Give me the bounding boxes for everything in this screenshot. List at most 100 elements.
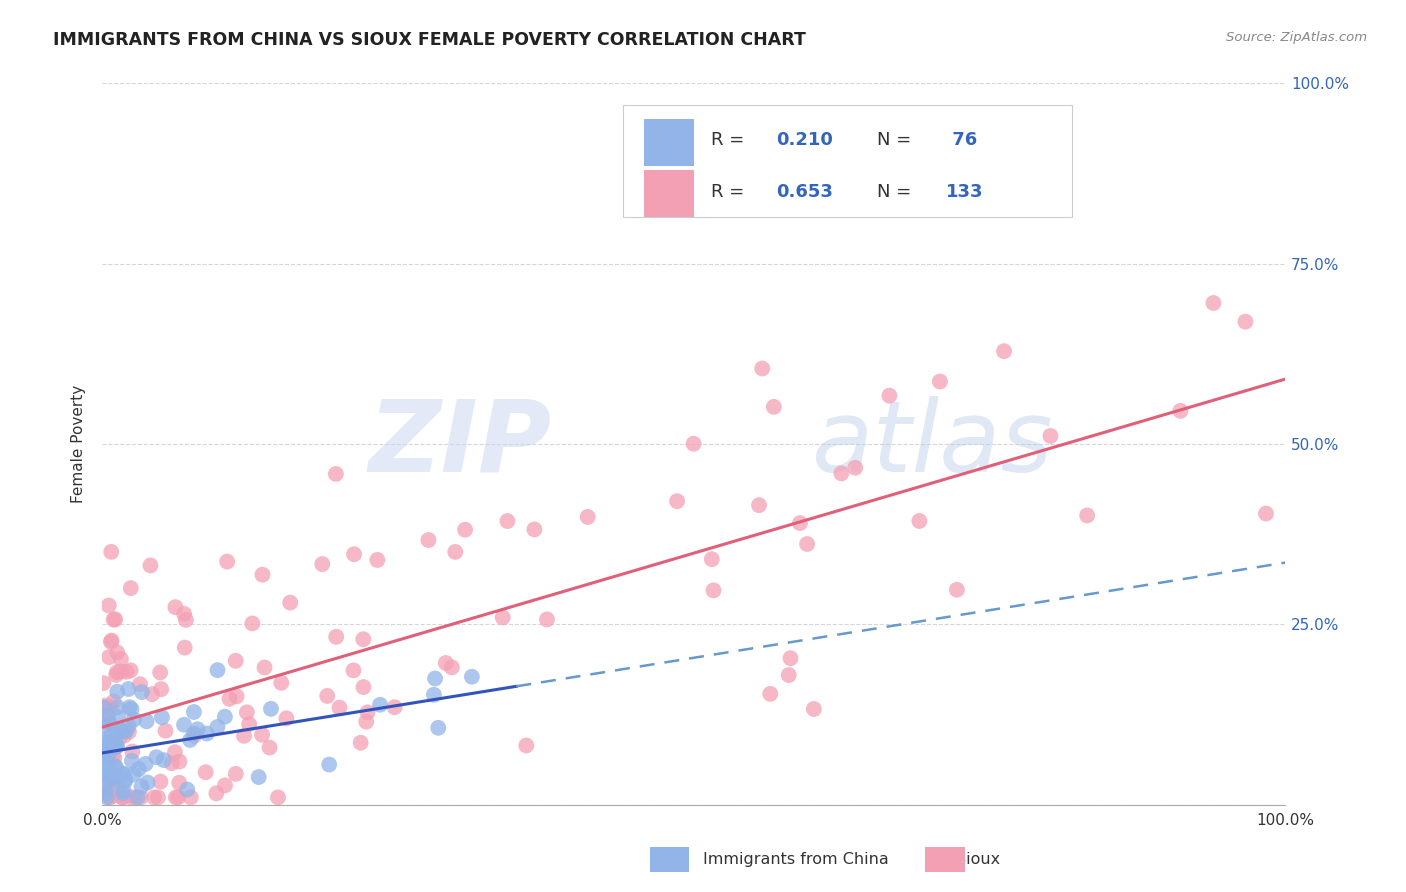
Point	[167, 775, 190, 789]
Point	[105, 739, 128, 754]
Point	[105, 668, 128, 682]
Point	[830, 467, 852, 481]
Point	[352, 632, 374, 647]
Point	[454, 523, 477, 537]
Point	[129, 677, 152, 691]
Point	[141, 687, 163, 701]
Point	[93, 676, 115, 690]
Point	[100, 727, 122, 741]
Point	[120, 790, 142, 805]
Point	[94, 714, 117, 728]
Point	[100, 545, 122, 559]
Point	[225, 767, 247, 781]
Point	[252, 567, 274, 582]
Text: Immigrants from China: Immigrants from China	[703, 852, 889, 867]
Point	[702, 583, 724, 598]
Point	[796, 537, 818, 551]
Point	[523, 522, 546, 536]
Point	[112, 767, 135, 781]
Point	[98, 716, 121, 731]
Point	[94, 768, 117, 782]
Point	[97, 709, 120, 723]
Point	[879, 389, 901, 403]
Point	[423, 688, 446, 702]
Point	[218, 691, 240, 706]
Point	[105, 739, 128, 754]
Point	[98, 790, 121, 805]
Point	[129, 790, 152, 805]
Point	[103, 694, 125, 708]
Point	[117, 681, 139, 696]
Point	[343, 547, 366, 561]
Point	[104, 776, 127, 790]
Point	[100, 773, 122, 788]
Point	[173, 607, 195, 621]
Point	[1170, 404, 1192, 418]
Point	[94, 739, 117, 754]
Point	[929, 375, 952, 389]
Point	[94, 785, 117, 799]
Point	[169, 755, 191, 769]
Point	[103, 751, 125, 765]
Point	[461, 670, 484, 684]
Point	[136, 775, 159, 789]
Point	[105, 684, 128, 698]
Point	[150, 710, 173, 724]
Point	[105, 645, 128, 659]
Point	[278, 596, 301, 610]
Point	[118, 700, 141, 714]
Point	[98, 772, 121, 786]
Point	[93, 779, 115, 793]
Point	[751, 361, 773, 376]
Point	[153, 753, 176, 767]
Point	[173, 717, 195, 731]
Point	[1234, 315, 1257, 329]
Text: Source: ZipAtlas.com: Source: ZipAtlas.com	[1226, 31, 1367, 45]
Point	[167, 790, 190, 805]
Point	[183, 705, 205, 719]
Point	[94, 743, 117, 757]
Point	[789, 516, 811, 530]
Point	[270, 676, 292, 690]
Point	[105, 665, 128, 680]
Point	[183, 729, 205, 743]
Point	[253, 660, 276, 674]
Point	[180, 790, 202, 805]
Text: 0.210: 0.210	[776, 131, 834, 149]
Point	[214, 778, 236, 792]
Point	[121, 754, 143, 768]
Text: 0.653: 0.653	[776, 183, 834, 201]
Point	[112, 729, 135, 743]
Point	[214, 709, 236, 723]
Point	[260, 702, 283, 716]
Point	[104, 724, 127, 739]
Point	[97, 747, 120, 761]
Point	[149, 665, 172, 680]
Point	[98, 767, 121, 781]
Point	[946, 582, 969, 597]
Point	[173, 640, 195, 655]
Point	[233, 729, 256, 743]
Point	[105, 723, 128, 737]
Point	[111, 766, 134, 780]
Point	[145, 750, 167, 764]
Point	[135, 756, 157, 771]
Point	[682, 436, 704, 450]
Point	[107, 780, 129, 794]
Point	[111, 786, 134, 800]
Text: N =: N =	[877, 131, 917, 149]
Point	[150, 682, 173, 697]
Point	[427, 721, 450, 735]
Point	[135, 714, 157, 729]
Point	[115, 665, 138, 679]
Point	[325, 467, 347, 481]
Point	[183, 727, 205, 741]
Point	[104, 612, 127, 626]
Point	[149, 774, 172, 789]
Point	[98, 650, 121, 665]
Point	[194, 765, 217, 780]
Text: 133: 133	[946, 183, 983, 201]
Point	[418, 533, 440, 547]
Point	[103, 739, 125, 754]
Point	[242, 616, 264, 631]
